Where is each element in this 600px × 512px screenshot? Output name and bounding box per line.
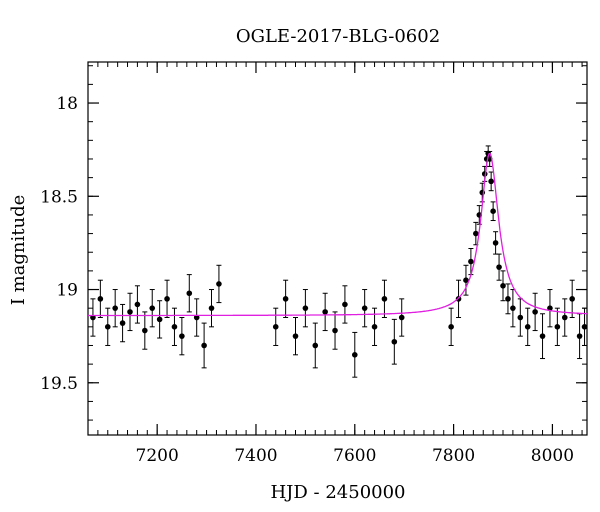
data-point (510, 305, 516, 311)
data-point (134, 301, 141, 308)
data-point (171, 324, 178, 330)
data-point (581, 324, 588, 330)
data-point (342, 301, 348, 308)
data-point (282, 296, 289, 302)
data-point (398, 314, 405, 321)
data-point (302, 305, 309, 311)
data-point (539, 333, 546, 339)
x-tick-label: 7800 (432, 446, 475, 466)
plot-frame (87, 61, 588, 436)
data-point (500, 283, 506, 289)
data-point (371, 324, 378, 330)
data-point (292, 333, 299, 339)
x-axis-ticks: 7200 7400 7600 7800 8000 (97, 62, 583, 466)
data-point (193, 314, 200, 321)
data-point (463, 277, 469, 284)
data-point (473, 230, 479, 237)
data-point (312, 342, 319, 349)
chart-title: OGLE-2017-BLG-0602 (236, 26, 440, 47)
data-point (104, 324, 111, 330)
data-point (524, 324, 531, 330)
data-point (119, 320, 126, 326)
x-tick-label: 7600 (333, 446, 376, 466)
data-point (448, 324, 454, 330)
data-point (186, 290, 193, 297)
data-point (505, 296, 511, 302)
data-point (208, 305, 215, 311)
data-point (361, 305, 368, 311)
y-tick-label: 19 (56, 281, 78, 301)
data-points (90, 145, 588, 378)
data-point (97, 296, 104, 302)
data-point (492, 240, 499, 246)
data-point (332, 327, 338, 334)
model-curve (88, 153, 587, 317)
y-tick-label: 18.5 (40, 187, 78, 207)
data-point (554, 324, 561, 330)
data-point (517, 314, 524, 321)
data-point (127, 309, 133, 315)
data-point (532, 309, 538, 315)
data-point (547, 305, 553, 311)
y-tick-label: 18 (56, 94, 78, 114)
data-point (490, 208, 496, 214)
data-point (468, 258, 474, 265)
data-point (381, 296, 388, 302)
y-tick-label: 19.5 (40, 374, 78, 394)
data-point (149, 305, 156, 311)
data-point (164, 296, 170, 302)
y-axis-ticks: 18 18.5 19 19.5 (40, 65, 587, 421)
x-tick-label: 7400 (234, 446, 277, 466)
data-point (156, 316, 163, 323)
data-point (179, 333, 185, 339)
data-point (322, 309, 328, 315)
data-point (201, 342, 207, 349)
x-axis-label: HJD - 2450000 (270, 482, 405, 503)
x-tick-label: 8000 (531, 446, 574, 466)
x-tick-label: 7200 (136, 446, 179, 466)
data-point (112, 305, 118, 311)
data-point (142, 327, 148, 334)
data-point (576, 333, 583, 339)
data-point (561, 314, 568, 321)
data-point (569, 296, 575, 302)
data-point (216, 281, 222, 287)
data-point (496, 264, 502, 270)
data-point (351, 352, 358, 358)
y-axis-label: I magnitude (8, 195, 29, 306)
data-point (488, 178, 494, 185)
data-point (272, 324, 279, 330)
data-point (391, 338, 398, 345)
